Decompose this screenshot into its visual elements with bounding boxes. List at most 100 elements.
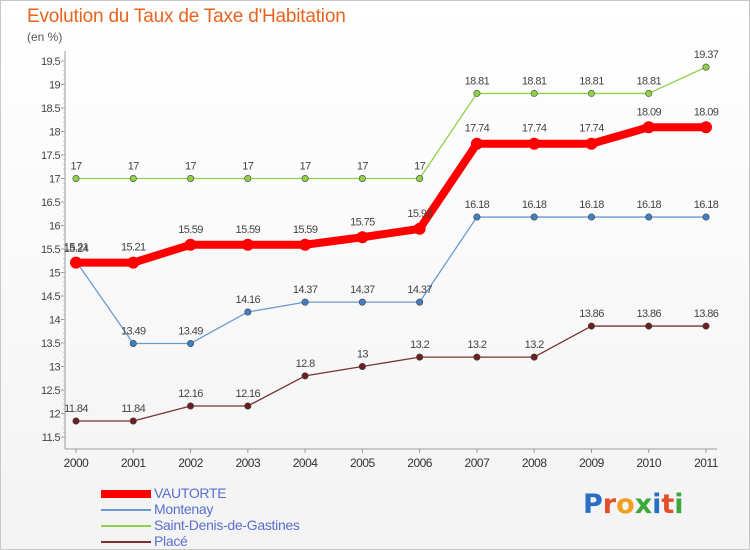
y-tick-label: 13 [49, 362, 61, 374]
y-tick-label: 15 [49, 268, 61, 280]
data-label: 14.16 [236, 294, 261, 306]
data-point [187, 402, 195, 410]
data-label: 17 [357, 161, 369, 173]
chart-title: Evolution du Taux de Taxe d'Habitation [27, 6, 346, 27]
data-label: 12.8 [296, 358, 315, 370]
data-label: 17.74 [465, 123, 490, 135]
data-point [530, 353, 538, 361]
x-tick-label: 2009 [579, 456, 605, 470]
data-label: 16.18 [636, 199, 661, 211]
data-point [127, 256, 140, 269]
x-tick-label: 2011 [694, 456, 719, 470]
data-label: 16.18 [522, 199, 547, 211]
series-saint-denis-de-gastines: 17 17 17 17 17 17 17 18.81 18.81 18.81 18.81 19.37 [70, 49, 719, 183]
y-tick-label: 18 [49, 127, 61, 139]
logo-letter: i [674, 489, 684, 520]
data-point [645, 89, 653, 97]
data-label: 17 [242, 161, 254, 173]
data-point [244, 175, 252, 183]
data-label: 13.86 [694, 308, 719, 320]
y-tick-label: 16 [49, 221, 61, 233]
y-tick-label: 19.5 [41, 56, 60, 68]
y-tick-label: 17.5 [41, 150, 60, 162]
series-line [75, 325, 707, 422]
data-label: 15.21 [121, 242, 146, 254]
logo-letter: i [652, 489, 662, 520]
data-point [358, 298, 366, 306]
data-label: 14.37 [293, 284, 318, 296]
data-label: 15.59 [178, 224, 203, 236]
y-tick-label: 17 [49, 174, 61, 186]
data-label: 17 [128, 161, 140, 173]
data-point [129, 417, 137, 425]
x-tick-label: 2004 [293, 456, 319, 470]
data-label: 13.2 [410, 339, 429, 351]
x-tick-label: 2008 [522, 456, 548, 470]
y-tick-label: 16.5 [41, 197, 60, 209]
data-point [184, 238, 197, 251]
y-unit-label: (en %) [27, 30, 63, 44]
logo-letter: x [634, 489, 653, 520]
data-point [702, 322, 710, 330]
data-label: 14.37 [407, 284, 432, 296]
data-point [473, 89, 481, 97]
data-label: 12.16 [178, 388, 203, 400]
legend-label: Saint-Denis-de-Gastines [154, 517, 300, 533]
data-label: 16.18 [694, 199, 719, 211]
data-point [129, 339, 137, 347]
data-label: 19.37 [694, 49, 719, 61]
x-tick-label: 2007 [465, 456, 491, 470]
series-place: 11.84 11.84 12.16 12.16 12.8 13 13.2 13.2 13.2 13… [64, 308, 719, 425]
x-tick-label: 2001 [121, 456, 147, 470]
y-tick-label: 11.5 [42, 432, 61, 444]
data-label: 17 [414, 161, 426, 173]
y-tick-label: 13.5 [41, 338, 60, 350]
data-label: 13.2 [525, 339, 544, 351]
logo-letter: t [661, 489, 675, 520]
y-tick-label: 19 [49, 80, 61, 92]
data-point [358, 175, 366, 183]
logo-letter: o [616, 489, 635, 520]
data-point [587, 213, 595, 221]
y-tick-label: 15.5 [41, 244, 60, 256]
x-tick-label: 2000 [64, 456, 90, 470]
data-label: 15.75 [350, 216, 375, 228]
data-point [301, 298, 309, 306]
x-tick-label: 2005 [350, 456, 376, 470]
data-label: 17 [185, 161, 197, 173]
data-point [416, 353, 424, 361]
data-point [700, 121, 712, 134]
data-point [585, 137, 598, 150]
y-tick-label: 14.5 [41, 291, 60, 303]
data-label: 18.81 [579, 75, 604, 87]
data-point [587, 89, 595, 97]
data-point [416, 298, 424, 306]
data-point [473, 353, 481, 361]
x-tick-label: 2002 [178, 456, 204, 470]
data-label: 16.18 [465, 199, 490, 211]
data-label: 14.37 [350, 284, 375, 296]
data-label: 17.74 [522, 123, 547, 135]
data-point [244, 402, 252, 410]
data-point [702, 63, 710, 71]
data-point [413, 222, 426, 235]
proxiti-logo: Proxiti [583, 489, 684, 520]
data-label: 13 [357, 349, 369, 361]
data-label: 17 [300, 161, 312, 173]
legend-label: VAUTORTE [154, 485, 227, 501]
x-tick-label: 2003 [235, 456, 261, 470]
data-point [356, 231, 369, 244]
series-line [72, 123, 710, 267]
data-label: 11.84 [121, 403, 145, 415]
x-tick-label: 2010 [636, 456, 662, 470]
line-chart: 11.5 12 12.5 13 13.5 14 14.5 15 15.5 16 16.5 17 17.5… [41, 49, 719, 470]
data-label: 15.59 [236, 224, 261, 236]
y-tick-label: 12 [49, 409, 61, 421]
legend-swatch [101, 490, 151, 498]
data-label: 13.86 [636, 308, 661, 320]
x-tick-label: 2006 [407, 456, 433, 470]
data-label: 11.84 [64, 403, 88, 415]
data-point [528, 137, 541, 150]
data-label: 18.81 [522, 75, 547, 87]
